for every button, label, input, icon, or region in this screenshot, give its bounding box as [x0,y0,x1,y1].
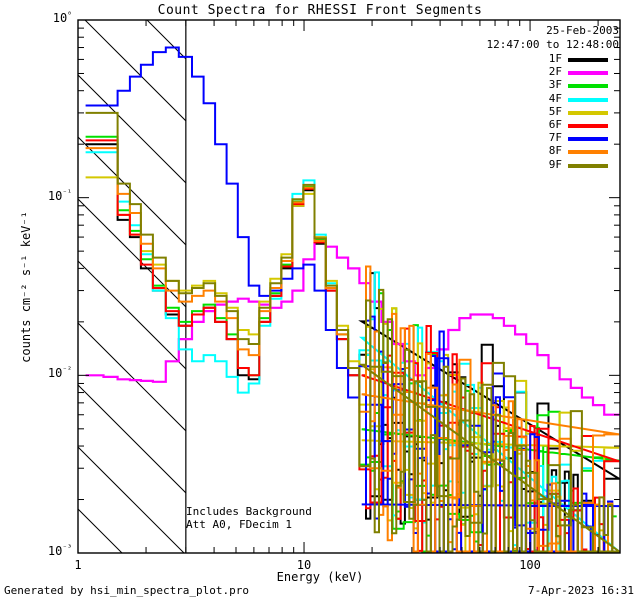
x-tick-label: 10 [296,558,312,572]
annotation-includes-background: Includes Background [186,505,312,518]
y-tick-label: 10⁰ [52,10,72,26]
legend-swatch-9f [568,163,608,168]
legend-swatch-5f [568,110,608,115]
legend-label-6f: 6F [548,118,562,131]
x-axis-ticks [77,20,599,553]
legend-label-5f: 5F [548,104,562,118]
legend-label-7f: 7F [548,131,562,145]
y-tick-label: 10⁻¹ [47,187,72,203]
legend-swatch-8f [568,150,608,155]
observation-time-range: 12:47:00 to 12:48:00 [486,38,619,51]
legend-swatch-6f [568,124,608,128]
y-axis-ticks [78,19,620,554]
observation-date: 25-Feb-2003 [546,24,619,37]
legend-swatch-3f [568,84,608,89]
legend-label-1f: 1F [548,52,562,65]
series-2f [85,236,620,416]
hatched-exclusion-region [78,20,186,553]
x-axis-label: Energy (keV) [276,570,364,584]
x-tick-label: 100 [519,558,541,572]
legend-label-2f: 2F [548,65,562,79]
generated-by-text: Generated by hsi_min_spectra_plot.pro [4,584,250,597]
y-axis-label: counts cm⁻² s⁻¹ keV⁻¹ [19,211,33,363]
y-tick-label: 10⁻² [47,365,72,381]
legend-label-8f: 8F [548,144,562,158]
y-tick-label: 10⁻³ [47,543,72,559]
legend-swatch-2f [568,71,608,76]
plot-frame [77,19,621,554]
legend-label-9f: 9F [548,157,562,171]
legend-swatch-7f [568,137,608,142]
legend-swatch-4f [568,97,608,102]
page-title: Count Spectra for RHESSI Front Segments [157,3,483,18]
annotation-attenuator-state: Att A0, FDecim 1 [186,518,292,531]
series-9f [85,111,620,553]
generation-timestamp: 7-Apr-2023 16:31 [528,584,634,597]
x-tick-label: 1 [74,558,82,572]
legend-label-3f: 3F [548,78,562,92]
legend-swatch-1f [568,58,608,62]
legend-label-4f: 4F [548,91,562,105]
series-8f [85,147,620,553]
